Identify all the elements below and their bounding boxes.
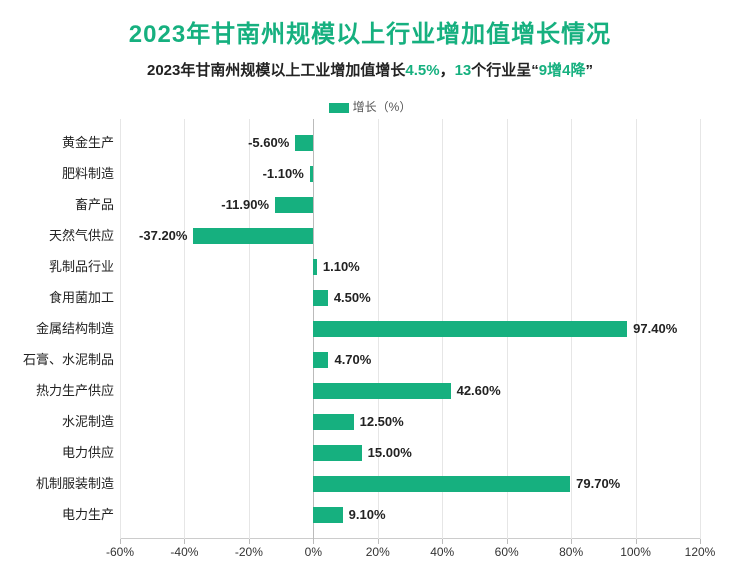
bar — [313, 414, 353, 430]
value-label: 4.50% — [334, 282, 371, 313]
x-tick-label: 60% — [495, 545, 519, 559]
x-tick-mark — [442, 539, 443, 544]
subtitle-quote-close: ” — [585, 62, 593, 79]
value-label: -5.60% — [248, 127, 289, 158]
x-tick-mark — [507, 539, 508, 544]
category-label: 黄金生产 — [0, 127, 114, 158]
subtitle-quote-open: “ — [531, 62, 539, 79]
value-label: 1.10% — [323, 251, 360, 282]
x-tick-label: 100% — [620, 545, 651, 559]
x-tick-label: -20% — [235, 545, 263, 559]
category-label: 机制服装制造 — [0, 468, 114, 499]
value-label: 42.60% — [457, 375, 501, 406]
bar — [313, 445, 361, 461]
x-tick-label: 80% — [559, 545, 583, 559]
bar — [313, 507, 342, 523]
bar — [193, 228, 313, 244]
gridline — [184, 119, 185, 539]
x-tick-label: 0% — [305, 545, 322, 559]
subtitle-mid2: 个行业呈 — [471, 62, 531, 79]
x-tick-label: 20% — [366, 545, 390, 559]
category-label: 热力生产供应 — [0, 375, 114, 406]
subtitle-highlight: 9增4降 — [539, 62, 586, 79]
category-label: 天然气供应 — [0, 220, 114, 251]
category-label: 乳制品行业 — [0, 251, 114, 282]
bar — [310, 166, 314, 182]
value-label: 9.10% — [349, 499, 386, 530]
value-label: -11.90% — [221, 189, 269, 220]
subtitle-count: 13 — [455, 62, 472, 79]
x-tick-label: 40% — [430, 545, 454, 559]
x-tick-mark — [700, 539, 701, 544]
bar — [313, 259, 317, 275]
bar — [295, 135, 313, 151]
category-label: 肥料制造 — [0, 158, 114, 189]
x-tick-label: -60% — [106, 545, 134, 559]
gridline — [700, 119, 701, 539]
gridline — [120, 119, 121, 539]
x-tick-mark — [636, 539, 637, 544]
bar — [313, 290, 328, 306]
chart-title: 2023年甘南州规模以上行业增加值增长情况 — [0, 0, 740, 49]
bar — [313, 352, 328, 368]
value-label: 79.70% — [576, 468, 620, 499]
x-tick-mark — [313, 539, 314, 544]
x-tick-mark — [184, 539, 185, 544]
x-tick-mark — [571, 539, 572, 544]
category-label: 金属结构制造 — [0, 313, 114, 344]
value-label: -1.10% — [263, 158, 304, 189]
x-tick-label: -40% — [170, 545, 198, 559]
x-tick-mark — [120, 539, 121, 544]
x-tick-mark — [249, 539, 250, 544]
x-tick-mark — [378, 539, 379, 544]
subtitle-mid1: ， — [440, 62, 455, 79]
legend-swatch — [329, 103, 349, 113]
value-label: -37.20% — [139, 220, 187, 251]
bar — [275, 197, 313, 213]
category-label: 食用菌加工 — [0, 282, 114, 313]
bar — [313, 321, 627, 337]
x-tick-label: 120% — [685, 545, 716, 559]
value-label: 97.40% — [633, 313, 677, 344]
value-label: 4.70% — [334, 344, 371, 375]
chart-area: -60% -40% -20% 0% 20% 40% 60% 80% 100% 120% 黄金生产 -… — [0, 119, 740, 569]
category-label: 畜产品 — [0, 189, 114, 220]
subtitle-prefix: 2023年甘南州规模以上工业增加值增长 — [147, 62, 405, 79]
legend-label: 增长（%） — [353, 100, 412, 114]
gridline — [249, 119, 250, 539]
chart-subtitle: 2023年甘南州规模以上工业增加值增长4.5%，13个行业呈“9增4降” — [0, 59, 740, 80]
subtitle-pct: 4.5% — [405, 62, 439, 79]
x-axis-ticks: -60%-40%-20%0%20%40%60%80%100%120% — [120, 539, 700, 559]
bar — [313, 476, 570, 492]
category-label: 电力生产 — [0, 499, 114, 530]
legend: 增长（%） — [0, 98, 740, 115]
value-label: 12.50% — [360, 406, 404, 437]
category-label: 石膏、水泥制品 — [0, 344, 114, 375]
bar — [313, 383, 450, 399]
value-label: 15.00% — [368, 437, 412, 468]
category-label: 水泥制造 — [0, 406, 114, 437]
category-label: 电力供应 — [0, 437, 114, 468]
